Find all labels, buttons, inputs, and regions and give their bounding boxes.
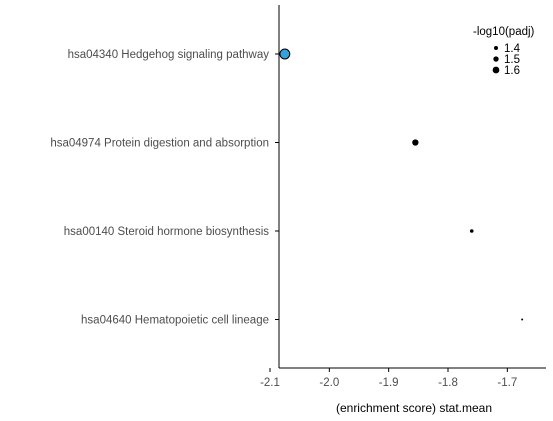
legend-symbol bbox=[493, 56, 499, 62]
data-point bbox=[469, 229, 474, 233]
y-tick-label: hsa00140 Steroid hormone biosynthesis bbox=[64, 226, 269, 238]
x-tick-label: -2.1 bbox=[260, 377, 280, 389]
x-axis-title: (enrichment score) stat.mean bbox=[336, 401, 492, 415]
y-tick-label: hsa04640 Hematopoietic cell lineage bbox=[81, 315, 269, 327]
legend-entries: 1.41.51.6 bbox=[492, 43, 521, 77]
data-points bbox=[279, 48, 524, 321]
legend-symbol bbox=[493, 45, 499, 51]
legend: -log10(padj) 1.41.51.6 bbox=[473, 26, 535, 77]
y-axis: hsa04340 Hedgehog signaling pathway hsa04… bbox=[50, 49, 279, 327]
legend-label: 1.4 bbox=[504, 43, 521, 55]
x-axis: -2.1 -2.0 -1.9 -1.8 -1.7 bbox=[260, 368, 517, 389]
legend-symbol bbox=[492, 66, 500, 74]
data-point bbox=[412, 139, 419, 146]
legend-label: 1.5 bbox=[504, 54, 520, 66]
x-tick-label: -1.8 bbox=[438, 377, 458, 389]
y-tick-label: hsa04974 Protein digestion and absorptio… bbox=[50, 138, 269, 150]
legend-label: 1.6 bbox=[504, 65, 520, 77]
data-point bbox=[279, 48, 291, 60]
x-tick-label: -2.0 bbox=[319, 377, 339, 389]
x-tick-label: -1.7 bbox=[497, 377, 517, 389]
y-tick-label: hsa04340 Hedgehog signaling pathway bbox=[68, 49, 270, 61]
legend-title: -log10(padj) bbox=[473, 26, 535, 38]
data-point bbox=[521, 318, 524, 321]
x-tick-label: -1.9 bbox=[379, 377, 399, 389]
